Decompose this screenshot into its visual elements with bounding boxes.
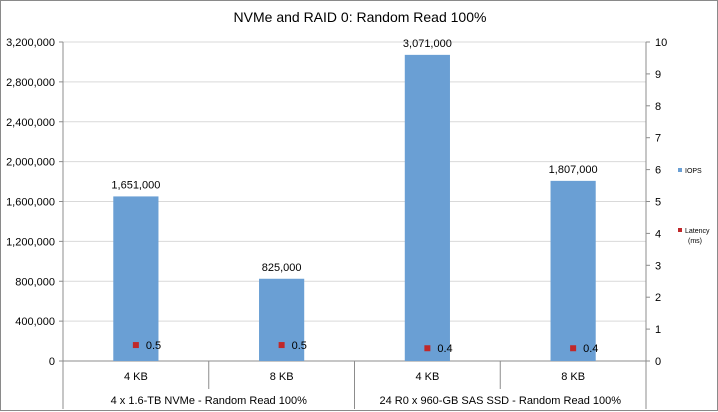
y-right-tick-label: 6: [655, 165, 661, 177]
legend-swatch: [678, 228, 682, 232]
latency-marker: [570, 345, 577, 352]
data-labels: 1,651,000 825,000 3,071,000 1,807,000 0.5 0.5…: [111, 38, 598, 355]
chart-title: NVMe and RAID 0: Random Read 100%: [234, 9, 487, 25]
y-right-tick-label: 8: [655, 101, 661, 113]
latency-data-label: 0.5: [146, 340, 161, 352]
latency-data-label: 0.5: [292, 340, 307, 352]
iops-data-label: 1,651,000: [111, 179, 160, 191]
latency-data-label: 0.4: [437, 343, 452, 355]
y-left-tick-label: 2,000,000: [6, 157, 55, 169]
latency-data-label: 0.4: [583, 343, 598, 355]
y-left-tick-label: 2,800,000: [6, 77, 55, 89]
y-right-tick-label: 2: [655, 292, 661, 304]
axes: 0 400,000 800,000 1,200,000 1,600,000 2,000,0…: [6, 37, 667, 368]
legend-label: Latency: [685, 228, 710, 235]
iops-bar: [550, 180, 596, 361]
iops-data-label: 3,071,000: [403, 38, 452, 50]
y-left-tick-label: 400,000: [15, 316, 55, 328]
iops-data-label: 825,000: [262, 262, 302, 274]
x-category-label: 4 KB: [124, 371, 148, 383]
latency-marker: [424, 345, 431, 352]
y-right-tick-label: 3: [655, 260, 661, 272]
iops-bar: [404, 54, 450, 362]
y-left-tick-label: 0: [49, 356, 55, 368]
y-left-tick-label: 3,200,000: [6, 37, 55, 49]
y-right-tick-label: 10: [655, 37, 667, 49]
y-right-tick-label: 5: [655, 197, 661, 209]
x-group-label: 24 R0 x 960-GB SAS SSD - Random Read 100…: [379, 395, 621, 407]
legend-label: IOPS: [685, 168, 702, 175]
gridlines: [63, 41, 646, 322]
bars: [113, 54, 596, 362]
y-left-tick-label: 2,400,000: [6, 117, 55, 129]
legend-swatch: [678, 168, 682, 172]
x-category-label: 8 KB: [270, 371, 294, 383]
y-right-tick-label: 1: [655, 324, 661, 336]
latency-marker: [278, 342, 285, 349]
iops-bar: [113, 196, 159, 361]
x-group-label: 4 x 1.6-TB NVMe - Random Read 100%: [111, 395, 307, 407]
iops-data-label: 1,807,000: [549, 164, 598, 176]
y-left-tick-label: 1,200,000: [6, 236, 55, 248]
y-right-tick-label: 7: [655, 133, 661, 145]
latency-markers: [132, 342, 577, 352]
x-category-label: 4 KB: [415, 371, 439, 383]
legend: IOPS Latency (ms): [678, 168, 710, 245]
legend-sublabel: (ms): [688, 238, 702, 245]
y-right-tick-label: 0: [655, 356, 661, 368]
x-axis: 4 KB 8 KB 4 KB 8 KB 4 x 1.6-TB NVMe - Random…: [62, 361, 647, 409]
latency-marker: [132, 342, 139, 349]
y-left-tick-label: 1,600,000: [6, 197, 55, 209]
x-category-label: 8 KB: [561, 371, 585, 383]
y-left-tick-label: 800,000: [15, 276, 55, 288]
y-right-tick-label: 4: [655, 228, 661, 240]
y-right-tick-label: 9: [655, 69, 661, 81]
